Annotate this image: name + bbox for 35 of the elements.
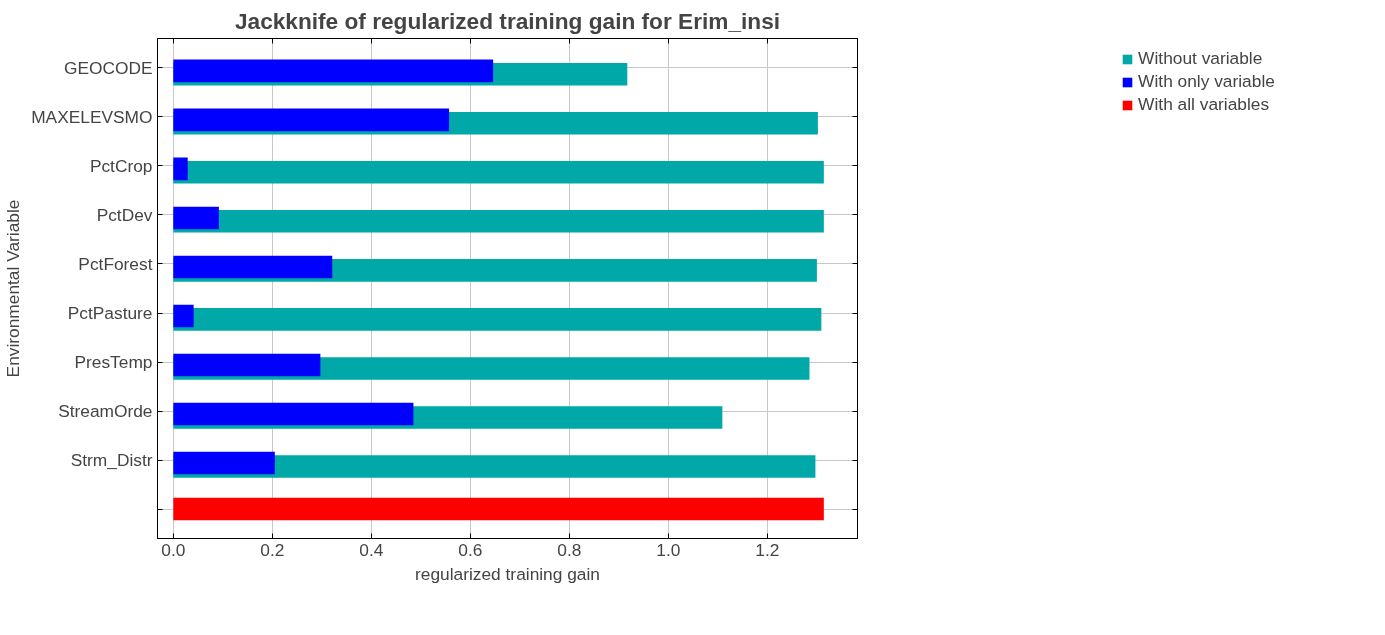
bar [173,59,494,83]
bar [173,353,321,377]
y-tick-label: PresTemp [74,352,153,373]
bar [173,304,194,328]
bar [173,206,219,230]
x-tick-label: 1.0 [656,539,681,560]
bar [173,157,188,181]
x-axis-title: regularized training gain [415,563,600,584]
x-tick-label: 0.6 [458,539,483,560]
y-tick-label: MAXELEVSMO [31,106,153,127]
x-tick-label: 0.2 [260,539,285,560]
bar [173,451,275,475]
y-tick-label: PctDev [96,204,153,225]
x-tick-label: 0.0 [161,539,186,560]
y-tick-label: PctPasture [67,303,153,324]
chart-title: Jackknife of regularized training gain for Erim_insi [234,7,781,34]
legend-label: With all variables [1138,94,1270,115]
bar [173,255,333,279]
x-tick-label: 0.8 [557,539,582,560]
y-axis-title: Environmental Variable [3,199,24,378]
bar [173,402,414,426]
bar [173,308,822,331]
bar [173,497,824,521]
y-tick-label: PctCrop [89,155,153,176]
legend-label: With only variable [1138,71,1275,92]
bar [173,108,450,132]
y-tick-label: GEOCODE [63,57,153,78]
x-tick-label: 0.4 [359,539,384,560]
y-tick-label: PctForest [78,253,153,274]
bar [173,161,824,184]
legend-label: Without variable [1138,48,1263,69]
x-tick-label: 1.2 [755,539,780,560]
bar [173,210,824,233]
y-tick-label: StreamOrde [58,401,153,422]
y-tick-label: Strm_Distr [70,450,153,471]
